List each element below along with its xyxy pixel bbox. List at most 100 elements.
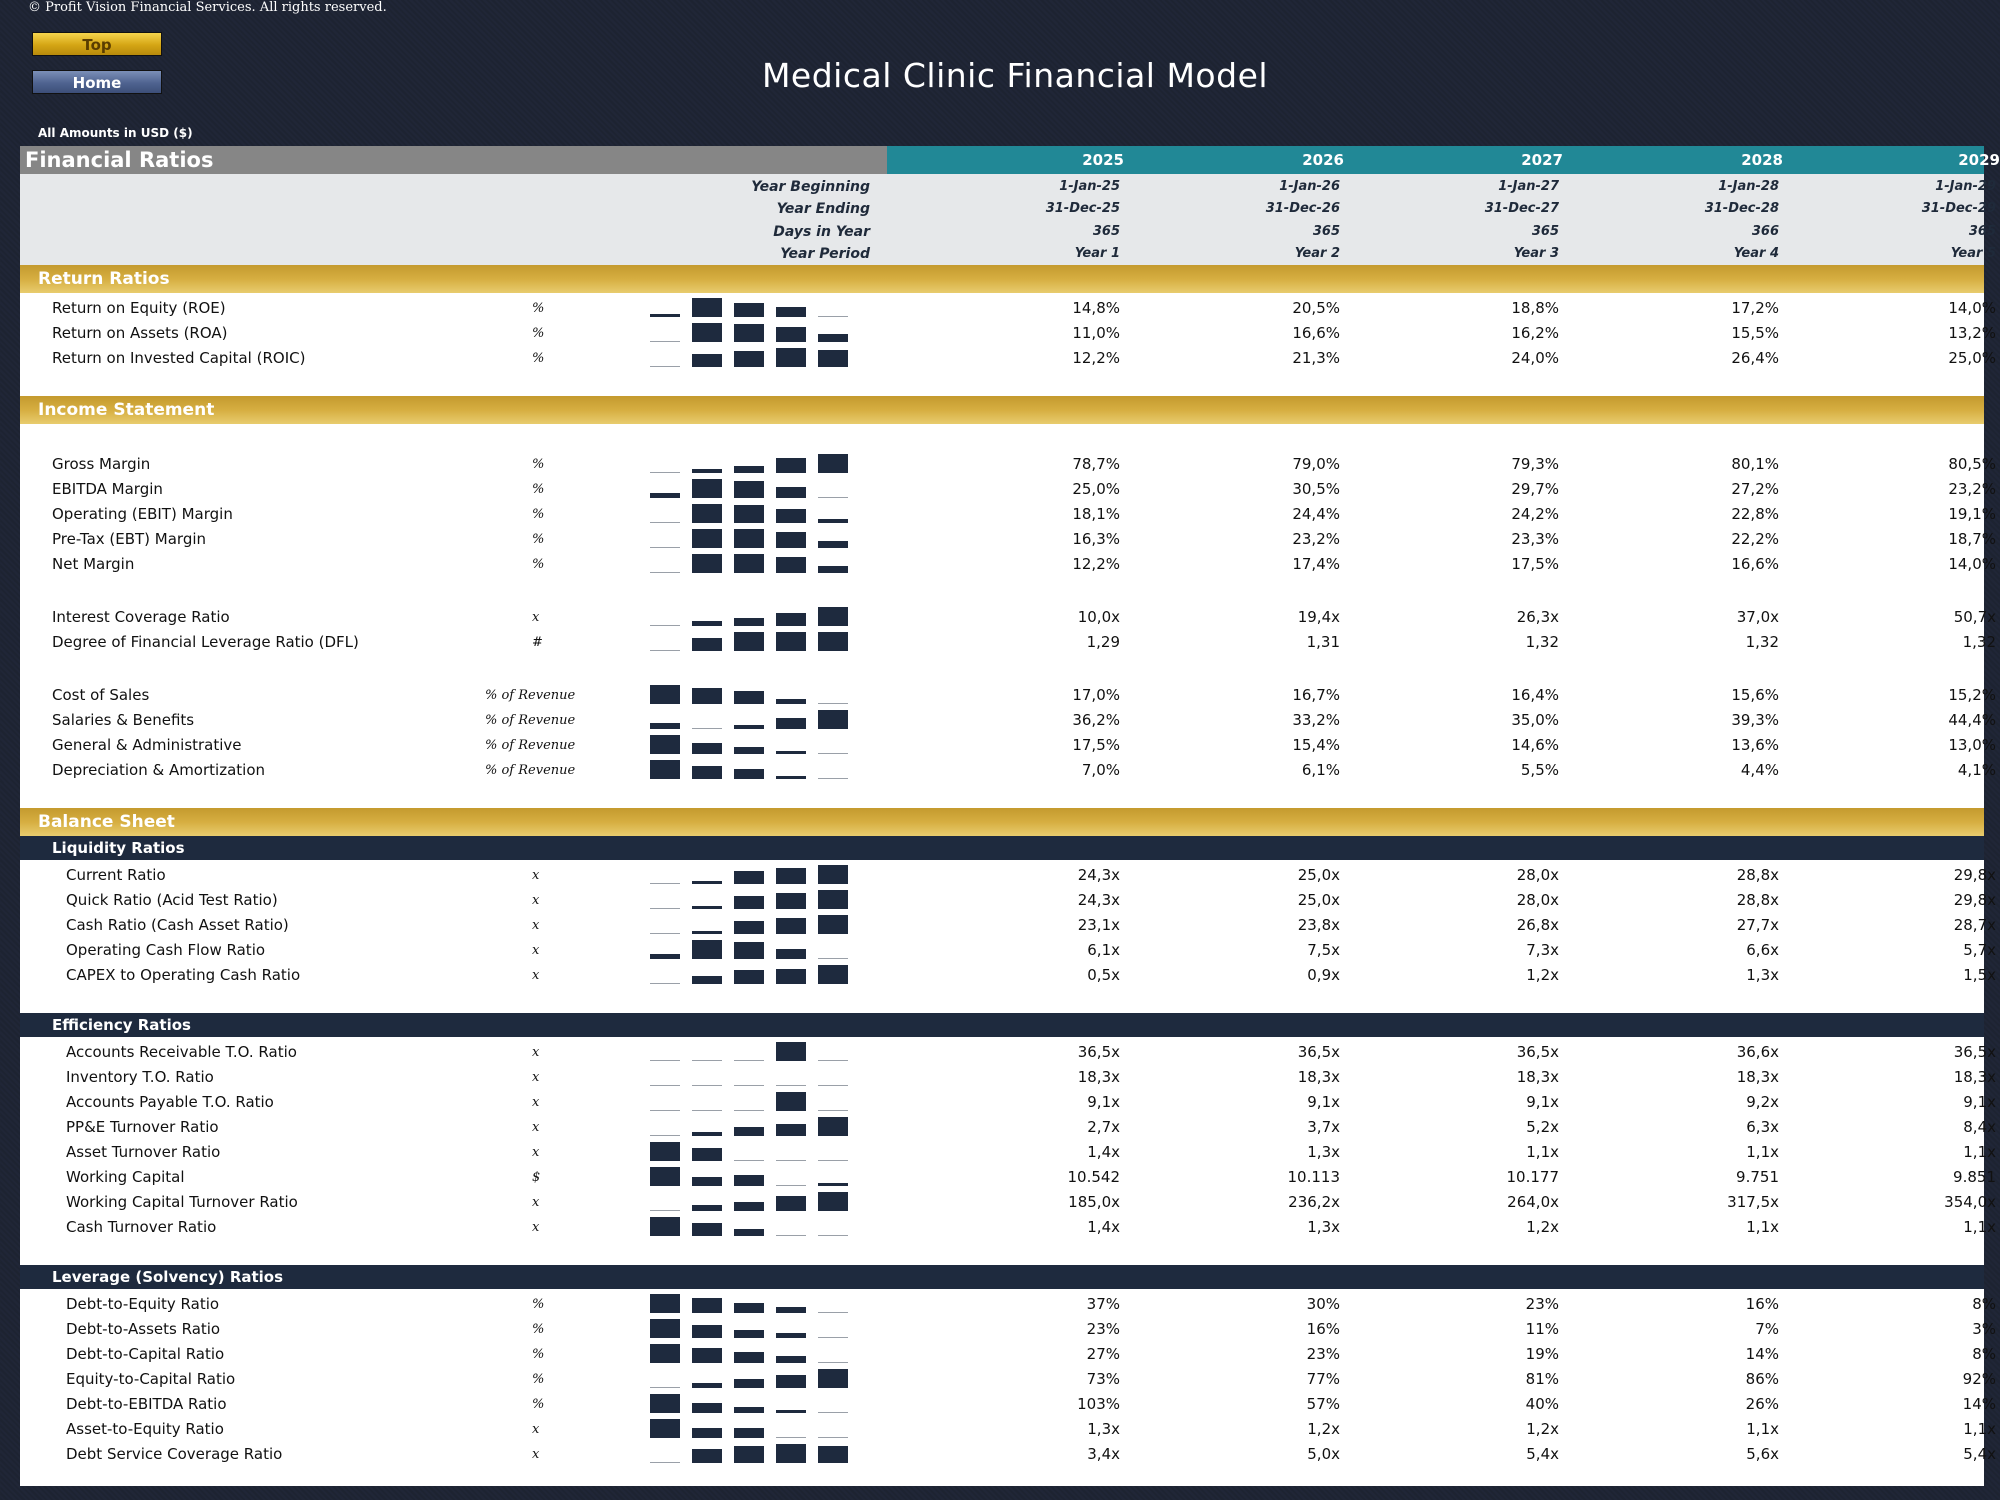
sparkline-bar — [734, 1085, 764, 1086]
ratio-unit: x — [532, 968, 540, 983]
ratio-value: 23% — [1086, 1320, 1120, 1338]
sparkline-bar — [692, 1085, 722, 1086]
sparkline-bar — [818, 350, 848, 367]
ratio-value: 9,1x — [1963, 1093, 1996, 1111]
sparkline-bar — [776, 1235, 806, 1236]
sparkline-bar — [650, 314, 680, 317]
ratio-row: Inventory T.O. Ratio x 18,3x 18,3x 18,3x 18,3… — [20, 1065, 1996, 1090]
sparkline-bar — [776, 1042, 806, 1061]
ratio-value: 16,4% — [1511, 686, 1559, 704]
sparkline-bar — [734, 1446, 764, 1463]
sparkline-bar — [776, 893, 806, 909]
sparkline-bar — [776, 1410, 806, 1413]
ratio-row: Working Capital Turnover Ratio x 185,0x 236… — [20, 1190, 1996, 1215]
ratio-value: 79,3% — [1511, 455, 1559, 473]
ratio-value: 25,0% — [1072, 480, 1120, 498]
sparkline-bar — [776, 751, 806, 754]
ratio-value: 77% — [1306, 1370, 1340, 1388]
section-header: Income Statement — [20, 396, 1984, 424]
sparkline-bar — [776, 1437, 806, 1438]
sparkline-bar — [692, 1325, 722, 1338]
sparkline-bar — [650, 883, 680, 884]
ratio-value: 23,1x — [1077, 916, 1120, 934]
ratio-value: 3,7x — [1307, 1118, 1340, 1136]
sparkline-bar — [776, 969, 806, 984]
sparkline-bar — [818, 454, 848, 473]
ratio-unit: x — [532, 1045, 540, 1060]
ratio-row: Quick Ratio (Acid Test Ratio) x 24,3x 25,0x… — [20, 888, 1996, 913]
sparkline-bar — [734, 1175, 764, 1186]
year-header-3: 2027 — [1521, 151, 1563, 169]
ratio-label: Cash Turnover Ratio — [66, 1218, 217, 1236]
sparkline-bar — [776, 632, 806, 651]
ratio-unit: % — [532, 482, 545, 497]
ratio-unit: % of Revenue — [485, 688, 576, 703]
ratio-value: 28,7x — [1953, 916, 1996, 934]
sparkline-bar — [734, 351, 764, 367]
ratio-unit: # — [532, 635, 543, 650]
ratio-row: Gross Margin% 78,7% 79,0% 79,3% 80,1% 80,5% — [20, 452, 1996, 477]
sparkline-bar — [776, 348, 806, 367]
ratio-row: Degree of Financial Leverage Ratio (DFL)… — [20, 630, 1996, 655]
ratio-label: CAPEX to Operating Cash Ratio — [66, 966, 301, 984]
ratio-value: 10,0x — [1077, 608, 1120, 626]
ratio-label: Working Capital Turnover Ratio — [66, 1193, 298, 1211]
ratio-label: Asset-to-Equity Ratio — [66, 1420, 224, 1438]
top-button[interactable]: Top — [32, 32, 162, 56]
ratio-value: 1,1x — [1746, 1420, 1779, 1438]
ratio-value: 16,6% — [1292, 324, 1340, 342]
ratio-value: 7,5x — [1307, 941, 1340, 959]
ratio-label: Return on Invested Capital (ROIC) — [52, 349, 306, 367]
year-ending-value: 31-Dec-28 — [1704, 201, 1779, 216]
ratio-value: 2,7x — [1087, 1118, 1120, 1136]
sparkline-bar — [818, 753, 848, 754]
sparkline-bar — [692, 1428, 722, 1438]
sparkline-bar — [692, 1449, 722, 1463]
ratio-value: 80,1% — [1731, 455, 1779, 473]
copyright-text: © Profit Vision Financial Services. All … — [28, 0, 387, 15]
sparkline-bar — [776, 487, 806, 498]
sparkline-bar — [776, 458, 806, 473]
ratios-sheet: Financial Ratios 2025 2026 2027 2028 202… — [20, 146, 2000, 1486]
sparkline-bar — [734, 466, 764, 473]
ratio-unit: % — [532, 532, 545, 547]
ratio-value: 30,5% — [1292, 480, 1340, 498]
ratio-value: 7,3x — [1526, 941, 1559, 959]
sparkline-bar — [734, 896, 764, 909]
ratio-row: Cash Turnover Ratio x 1,4x 1,3x 1,2x 1,1x 1,1x — [20, 1215, 1996, 1240]
sparkline-bar — [734, 1060, 764, 1061]
ratio-value: 39,3% — [1731, 711, 1779, 729]
ratio-unit: % — [532, 1322, 545, 1337]
ratio-unit: % — [532, 351, 545, 366]
ratio-value: 13,0% — [1948, 736, 1996, 754]
sparkline-bar — [818, 334, 848, 342]
sparkline-bar — [692, 504, 722, 523]
sparkline-bar — [650, 650, 680, 651]
sparkline-bar — [818, 1362, 848, 1363]
ratio-value: 11% — [1525, 1320, 1559, 1338]
ratio-label: Pre-Tax (EBT) Margin — [52, 530, 207, 548]
sparkline-bar — [776, 1444, 806, 1463]
year-period-value: Year 1 — [1074, 246, 1120, 261]
ratio-value: 1,4x — [1087, 1143, 1120, 1161]
home-button[interactable]: Home — [32, 70, 162, 94]
sparkline-bar — [734, 1352, 764, 1363]
ratio-row: Operating Cash Flow Ratio x 6,1x 7,5x 7,3x 6,… — [20, 938, 1996, 963]
ratio-value: 16,7% — [1292, 686, 1340, 704]
sparkline-bar — [650, 685, 680, 704]
sparkline-bar — [692, 469, 722, 473]
sparkline-bar — [734, 921, 764, 934]
ratio-value: 14,6% — [1511, 736, 1559, 754]
sparkline-bar — [734, 529, 764, 548]
ratio-value: 19,4x — [1297, 608, 1340, 626]
ratio-row: Equity-to-Capital Ratio% 73% 77% 81% 86% 92% — [20, 1367, 1996, 1392]
ratio-value: 14,0% — [1948, 299, 1996, 317]
sparkline-bar — [734, 970, 764, 984]
ratio-value: 1,3x — [1746, 966, 1779, 984]
ratio-value: 23,8x — [1297, 916, 1340, 934]
ratio-value: 29,7% — [1511, 480, 1559, 498]
ratio-value: 9,1x — [1307, 1093, 1340, 1111]
sparkline-bar — [650, 1394, 680, 1413]
sparkline-bar — [692, 323, 722, 342]
ratio-label: Operating (EBIT) Margin — [52, 505, 233, 523]
